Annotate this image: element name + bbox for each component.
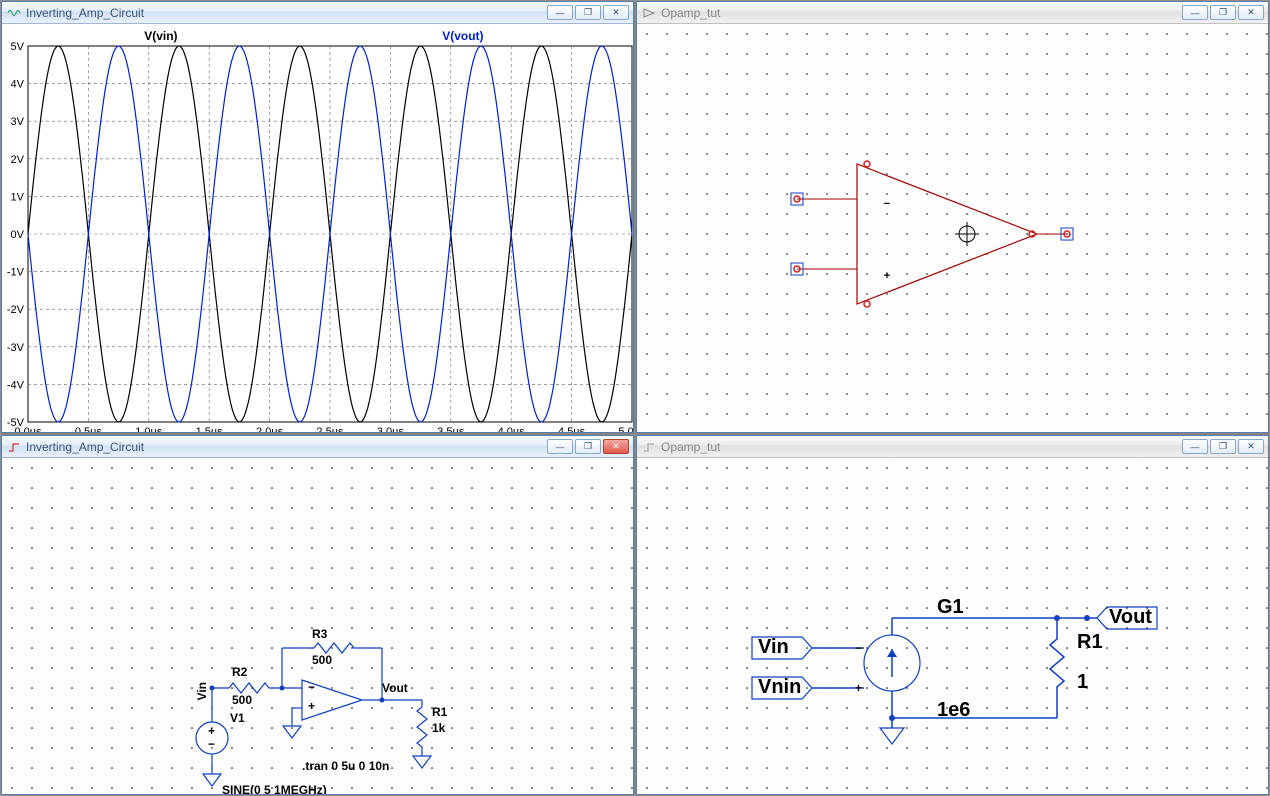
subckt-canvas[interactable]: − + Vin Vnin Vout G1 1e6 R1 1 [637,458,1268,794]
close-button[interactable]: ✕ [1238,439,1264,454]
svg-text:.tran 0 5u 0 10n: .tran 0 5u 0 10n [302,759,389,773]
svg-text:Vout: Vout [1109,606,1152,628]
svg-text:-2V: -2V [7,304,25,316]
close-button[interactable]: ✕ [603,439,629,454]
window-buttons: — ❐ ✕ [1182,439,1264,454]
titlebar-symbol[interactable]: Opamp_tut — ❐ ✕ [637,2,1268,24]
svg-text:1e6: 1e6 [937,699,970,721]
svg-text:+: + [308,699,315,713]
symbol-canvas[interactable]: −+ [637,24,1268,432]
plot-canvas[interactable]: 0.0µs0.5µs1.0µs1.5µs2.0µs2.5µs3.0µs3.5µs… [2,24,633,432]
svg-text:3.5µs: 3.5µs [437,426,465,432]
schematic-icon [641,439,657,455]
svg-text:SINE(0 5 1MEGHz): SINE(0 5 1MEGHz) [222,783,327,794]
svg-text:+: + [208,724,215,738]
maximize-button[interactable]: ❐ [575,5,601,20]
window-buttons: — ❐ ✕ [1182,5,1264,20]
svg-text:5V: 5V [11,41,25,53]
svg-text:4.0µs: 4.0µs [498,426,526,432]
window-buttons: — ❐ ✕ [547,5,629,20]
svg-text:-5V: -5V [7,417,25,429]
svg-text:2.5µs: 2.5µs [316,426,344,432]
svg-text:4V: 4V [11,79,25,91]
svg-text:−: − [308,680,315,694]
svg-text:-3V: -3V [7,342,25,354]
svg-text:1.5µs: 1.5µs [196,426,224,432]
svg-text:0V: 0V [11,229,25,241]
close-button[interactable]: ✕ [603,5,629,20]
minimize-button[interactable]: — [547,5,573,20]
svg-text:R1: R1 [432,705,448,719]
title-plot: Inverting_Amp_Circuit [26,6,547,20]
close-button[interactable]: ✕ [1238,5,1264,20]
minimize-button[interactable]: — [1182,5,1208,20]
svg-text:0.5µs: 0.5µs [75,426,103,432]
svg-text:+: + [855,681,862,695]
svg-text:Vin: Vin [195,682,209,700]
wave-icon [6,5,22,21]
titlebar-subckt[interactable]: Opamp_tut — ❐ ✕ [637,436,1268,458]
svg-text:V(vin): V(vin) [144,29,177,43]
svg-text:−: − [855,641,862,655]
schem-canvas[interactable]: +−V1SINE(0 5 1MEGHz)VinR2500−+VoutR3500R… [2,458,633,794]
svg-text:-4V: -4V [7,379,25,391]
svg-text:−: − [884,198,890,210]
maximize-button[interactable]: ❐ [575,439,601,454]
minimize-button[interactable]: — [1182,439,1208,454]
title-symbol: Opamp_tut [661,6,1182,20]
svg-text:Vin: Vin [758,636,789,658]
window-symbol: Opamp_tut — ❐ ✕ −+ [636,1,1269,433]
svg-text:1: 1 [1077,671,1088,693]
svg-text:R2: R2 [232,665,248,679]
schematic-icon [6,439,22,455]
minimize-button[interactable]: — [547,439,573,454]
window-subckt: Opamp_tut — ❐ ✕ − + Vin Vnin Vout G1 1e6 R1 1 [636,435,1269,795]
svg-text:2.0µs: 2.0µs [256,426,284,432]
svg-text:3.0µs: 3.0µs [377,426,405,432]
svg-text:−: − [208,737,215,751]
component-icon [641,5,657,21]
svg-text:Vout: Vout [382,681,408,695]
svg-text:R3: R3 [312,627,328,641]
svg-text:V(vout): V(vout) [442,29,483,43]
svg-text:-1V: -1V [7,267,25,279]
svg-text:3V: 3V [11,116,25,128]
window-plot: Inverting_Amp_Circuit — ❐ ✕ 0.0µs0.5µs1.… [1,1,634,433]
svg-text:V1: V1 [230,711,245,725]
title-schem: Inverting_Amp_Circuit [26,440,547,454]
titlebar-schem[interactable]: Inverting_Amp_Circuit — ❐ ✕ [2,436,633,458]
window-schem: Inverting_Amp_Circuit — ❐ ✕ +−V1SINE(0 5… [1,435,634,795]
svg-text:1V: 1V [11,191,25,203]
svg-text:500: 500 [312,653,332,667]
svg-text:Vnin: Vnin [758,676,801,698]
window-buttons: — ❐ ✕ [547,439,629,454]
svg-text:4.5µs: 4.5µs [558,426,586,432]
svg-text:+: + [884,270,890,282]
svg-text:2V: 2V [11,154,25,166]
svg-text:1k: 1k [432,721,446,735]
svg-text:1.0µs: 1.0µs [135,426,163,432]
svg-text:R1: R1 [1077,631,1103,653]
titlebar-plot[interactable]: Inverting_Amp_Circuit — ❐ ✕ [2,2,633,24]
maximize-button[interactable]: ❐ [1210,5,1236,20]
svg-text:500: 500 [232,693,252,707]
maximize-button[interactable]: ❐ [1210,439,1236,454]
svg-text:G1: G1 [937,596,964,618]
title-subckt: Opamp_tut [661,440,1182,454]
svg-text:5.0µs: 5.0µs [618,426,633,432]
